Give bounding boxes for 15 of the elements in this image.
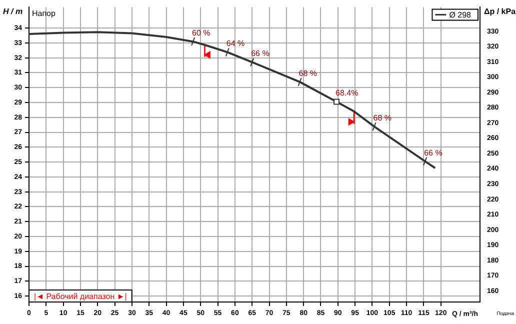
point bbox=[334, 98, 340, 105]
annotation: |◄ Рабочий диапазон ►| bbox=[34, 292, 127, 301]
annotation: 64 % bbox=[226, 39, 245, 48]
annotation: 60 % bbox=[192, 28, 210, 38]
legend-label: Ø 298 bbox=[449, 10, 472, 20]
annotation: Напор bbox=[32, 9, 56, 18]
y2-axis-title: Δp / kPa bbox=[484, 7, 516, 16]
annotation: 66 % bbox=[424, 148, 442, 158]
point bbox=[348, 118, 355, 126]
annotation: 68 % bbox=[373, 114, 392, 123]
y-axis-title: H / m bbox=[3, 7, 23, 16]
point bbox=[204, 51, 210, 58]
annotation: 66 % bbox=[251, 49, 270, 58]
annotation: 68 % bbox=[298, 68, 318, 78]
annotation: 68.4% bbox=[336, 88, 358, 98]
